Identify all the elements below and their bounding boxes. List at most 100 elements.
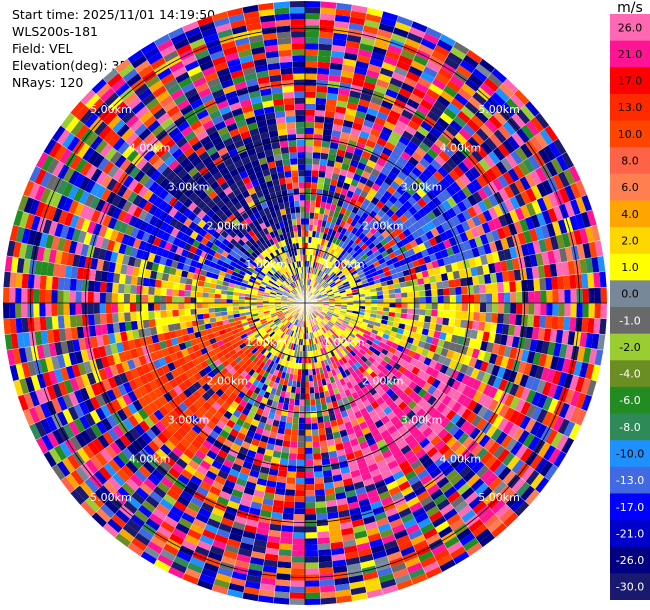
ppi-cell [315, 330, 320, 337]
ppi-cell [78, 338, 87, 351]
ppi-cell [106, 414, 118, 428]
ppi-cell [180, 270, 189, 278]
ppi-cell [229, 428, 240, 438]
ppi-cell [373, 367, 382, 376]
ppi-cell [415, 271, 424, 280]
ppi-cell [129, 293, 137, 303]
ppi-cell [123, 500, 138, 515]
ppi-cell [290, 343, 295, 350]
ppi-cell [326, 196, 334, 204]
ppi-cell [359, 553, 374, 563]
ppi-cell [118, 221, 129, 234]
ppi-cell [179, 321, 187, 330]
ppi-cell [316, 307, 322, 311]
ppi-cell [400, 82, 415, 94]
ppi-cell [345, 313, 352, 318]
ppi-cell [361, 362, 370, 371]
ppi-cell [468, 73, 484, 88]
ppi-cell [582, 347, 592, 364]
ppi-cell [71, 364, 81, 378]
ppi-cell [397, 156, 408, 167]
ppi-cell [400, 313, 408, 320]
ppi-cell [307, 248, 311, 255]
ppi-cell [525, 469, 540, 486]
ppi-cell [305, 550, 319, 557]
ppi-cell [446, 80, 462, 93]
ppi-cell [334, 331, 341, 338]
ppi-cell [314, 282, 320, 289]
ppi-cell [183, 398, 193, 409]
ppi-cell [306, 327, 309, 334]
ppi-cell [410, 181, 421, 192]
ppi-cell [241, 407, 251, 416]
ppi-cell [75, 303, 82, 315]
ppi-cell [111, 399, 122, 412]
ppi-cell [395, 297, 402, 303]
ppi-cell [331, 316, 338, 322]
ppi-cell [461, 385, 472, 397]
ray-separator [304, 302, 399, 591]
ppi-cell [561, 232, 571, 248]
ppi-cell [388, 486, 401, 497]
ppi-cell [524, 173, 537, 188]
ppi-cell [527, 155, 541, 171]
ppi-cell [322, 298, 329, 301]
ppi-cell [192, 518, 207, 530]
ppi-cell [115, 509, 131, 524]
ppi-cell [296, 313, 301, 320]
ppi-cell [240, 362, 249, 371]
ppi-cell [587, 317, 595, 334]
ppi-cell [279, 316, 286, 321]
ppi-cell [336, 329, 343, 336]
ppi-cell [313, 380, 319, 388]
ppi-cell [141, 363, 151, 375]
ppi-cell [317, 315, 323, 321]
ppi-cell [310, 286, 315, 293]
ppi-cell [248, 322, 256, 328]
ppi-cell [191, 424, 203, 435]
ppi-cell [483, 351, 492, 363]
ppi-cell [338, 358, 345, 366]
ppi-cell [404, 256, 413, 264]
ppi-cell [312, 312, 317, 318]
ppi-cell [396, 185, 406, 196]
ppi-cell [294, 325, 298, 332]
ppi-cell [341, 303, 348, 306]
ppi-cell [40, 402, 52, 419]
ppi-cell [362, 227, 370, 236]
ppi-cell [84, 337, 93, 350]
ppi-cell [311, 319, 315, 326]
ppi-cell [237, 359, 246, 368]
ppi-cell [68, 240, 78, 254]
ppi-cell [334, 186, 343, 194]
ppi-cell [450, 97, 465, 111]
ppi-cell [515, 314, 523, 326]
ppi-cell [164, 354, 173, 365]
ppi-cell [557, 371, 568, 387]
ppi-cell [389, 444, 401, 455]
ppi-cell [327, 511, 339, 520]
ppi-cell [30, 374, 41, 391]
ppi-cell [362, 81, 376, 91]
ppi-cell [484, 321, 492, 333]
ppi-cell [298, 363, 302, 370]
ppi-cell [45, 275, 53, 290]
ppi-cell [60, 224, 70, 239]
ppi-cell [311, 429, 319, 436]
ppi-cell [408, 215, 418, 225]
ppi-cell [226, 306, 233, 312]
ppi-cell [244, 373, 252, 382]
ppi-cell [269, 331, 276, 338]
ppi-cell [267, 437, 277, 445]
ppi-cell [580, 211, 591, 228]
ppi-cell [305, 568, 320, 575]
ppi-cell [345, 145, 356, 154]
ppi-cell [283, 334, 289, 341]
ppi-cell [520, 143, 533, 159]
ppi-cell [519, 268, 528, 281]
ppi-cell [278, 396, 285, 404]
ppi-cell [344, 421, 353, 430]
ppi-cell [310, 194, 317, 201]
ppi-cell [305, 496, 316, 503]
ppi-cell [127, 542, 144, 557]
